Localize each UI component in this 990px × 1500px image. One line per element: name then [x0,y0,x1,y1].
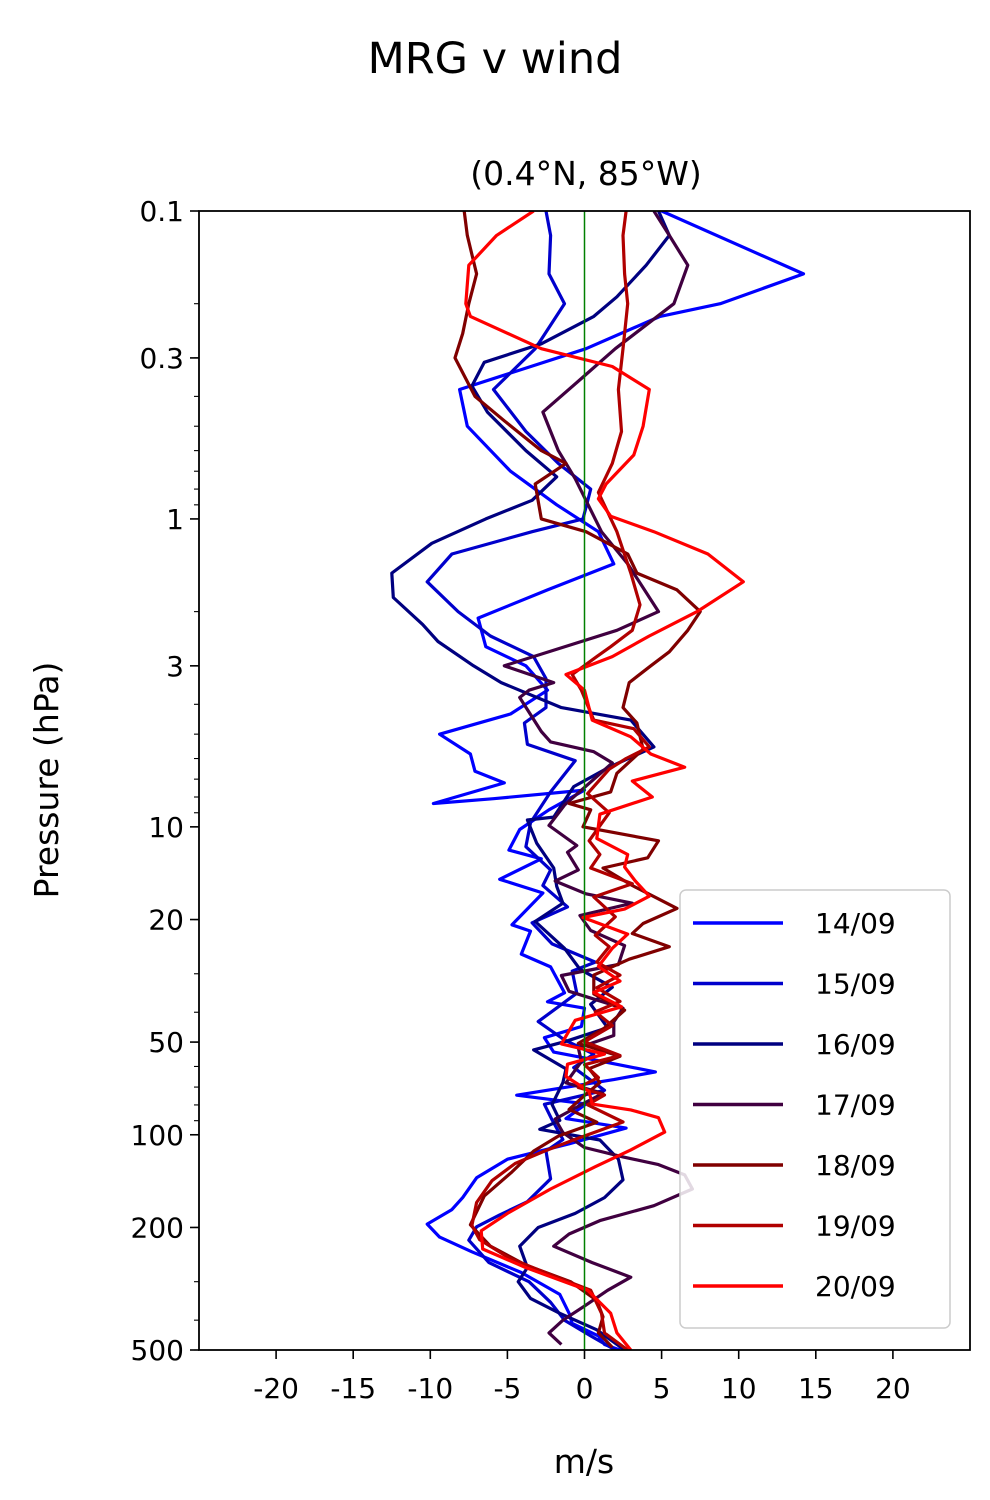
legend-label: 16/09 [815,1028,896,1061]
series-line-19-09 [470,211,651,1350]
y-axis-ticks: 0.1 0.3 1 3 10 20 50 100 200 500 [131,195,199,1367]
y-tick-label: 200 [131,1211,184,1244]
legend-label: 14/09 [815,907,896,940]
x-tick-label: 0 [576,1372,594,1405]
series-line-16-09 [390,211,671,1350]
y-tick-label: 20 [148,904,184,937]
series-line-14-09 [425,211,806,1350]
x-tick-label: 5 [653,1372,671,1405]
series-line-20-09 [464,211,745,1350]
y-tick-label: 100 [131,1119,184,1152]
y-tick-label: 1 [166,503,184,536]
y-tick-label: 0.1 [139,195,184,228]
series-line-18-09 [453,211,702,1349]
x-tick-label: -10 [407,1372,453,1405]
x-axis-ticks: -20 -15 -10 -5 0 5 10 15 20 [253,1350,911,1405]
series-line-17-09 [502,211,694,1346]
y-tick-label: 50 [148,1026,184,1059]
y-tick-label: 10 [148,811,184,844]
legend-label: 15/09 [815,968,896,1001]
series-group [390,211,806,1350]
legend-label: 20/09 [815,1270,896,1303]
y-tick-label: 3 [166,650,184,683]
x-tick-label: -20 [253,1372,299,1405]
legend-box [679,889,951,1329]
legend-label: 18/09 [815,1149,896,1182]
chart-title: (0.4°N, 85°W) [470,154,702,193]
y-axis-label: Pressure (hPa) [27,662,66,899]
x-tick-label: 10 [721,1372,757,1405]
legend-label: 17/09 [815,1089,896,1122]
x-axis-label: m/s [554,1442,614,1481]
x-tick-label: -15 [330,1372,376,1405]
legend-label: 19/09 [815,1210,896,1243]
x-tick-label: 20 [875,1372,911,1405]
y-tick-label: 500 [131,1334,184,1367]
y-tick-label: 0.3 [139,342,184,375]
x-tick-label: 15 [798,1372,834,1405]
chart-suptitle: MRG v wind [368,34,623,84]
x-tick-label: -5 [493,1372,521,1405]
legend: 14/09 15/09 16/09 17/09 18/09 19/09 20/09 [679,889,951,1329]
